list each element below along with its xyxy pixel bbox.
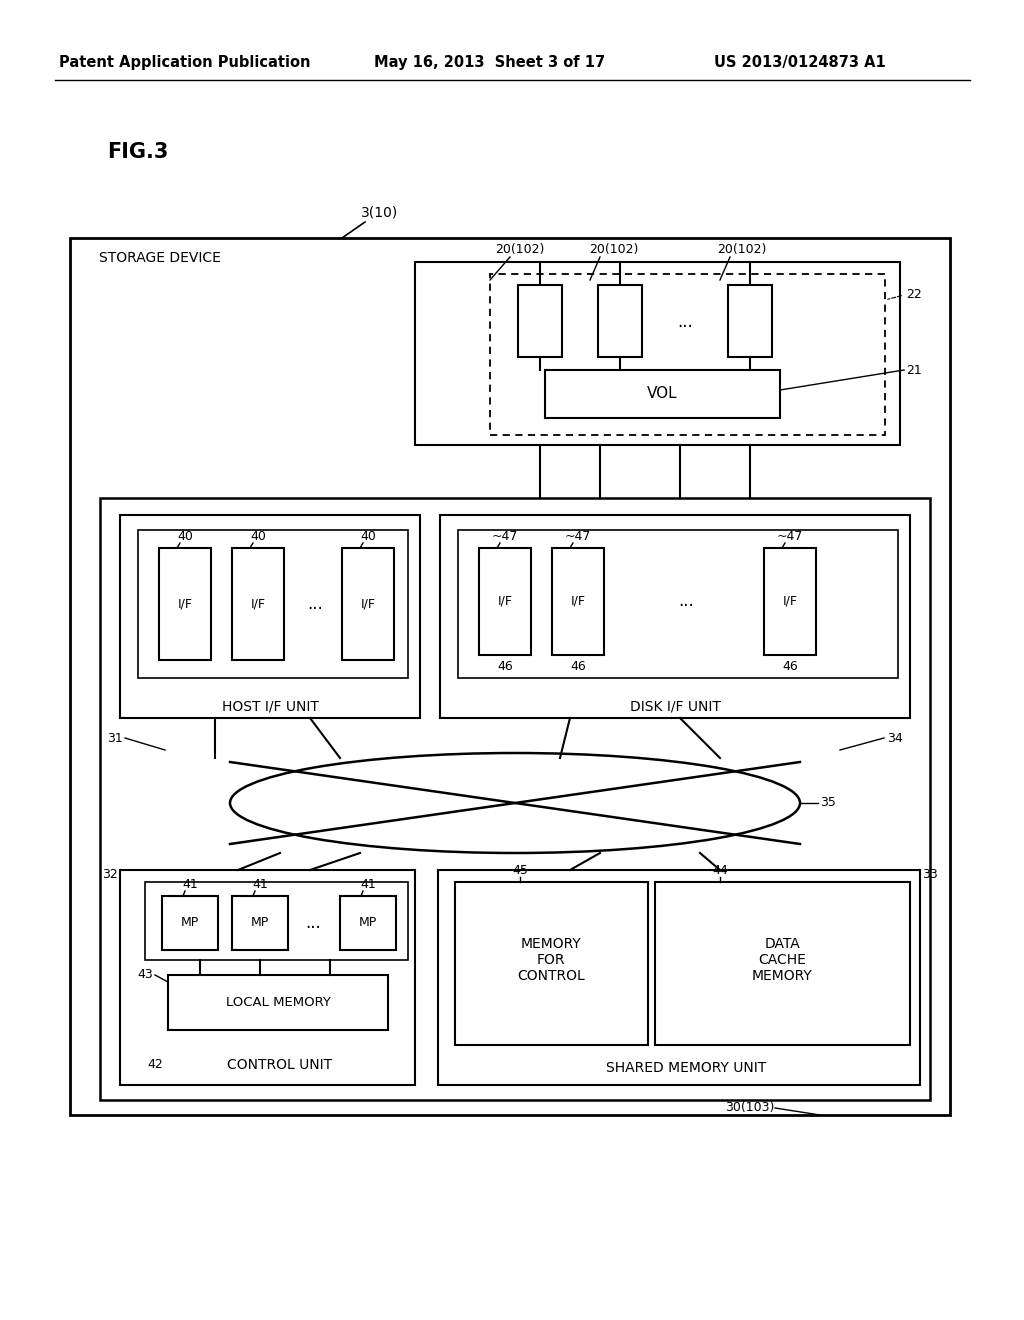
Text: I/F: I/F (251, 598, 265, 610)
Bar (415, 261, 900, 445)
Text: 30(103): 30(103) (725, 1101, 775, 1114)
Text: MEMORY
FOR
CONTROL: MEMORY FOR CONTROL (517, 937, 585, 983)
Text: HOST I/F UNIT: HOST I/F UNIT (221, 700, 318, 713)
Bar (162, 896, 218, 950)
Bar (440, 515, 910, 718)
Text: 45: 45 (512, 863, 528, 876)
Bar (138, 531, 408, 678)
Text: MP: MP (251, 916, 269, 929)
Text: 21: 21 (906, 363, 922, 376)
Bar (655, 882, 910, 1045)
Text: 44: 44 (712, 863, 728, 876)
Text: 40: 40 (250, 531, 266, 544)
Text: 20(102): 20(102) (718, 243, 767, 256)
Text: May 16, 2013  Sheet 3 of 17: May 16, 2013 Sheet 3 of 17 (375, 54, 605, 70)
Text: 41: 41 (182, 879, 198, 891)
Text: MP: MP (358, 916, 377, 929)
Text: 46: 46 (570, 660, 586, 672)
Text: I/F: I/F (570, 594, 586, 607)
Text: ...: ... (307, 595, 323, 612)
Text: ...: ... (677, 313, 693, 331)
Text: CONTROL UNIT: CONTROL UNIT (227, 1059, 333, 1072)
Bar (764, 548, 816, 655)
Text: 41: 41 (360, 879, 376, 891)
Bar (340, 896, 396, 950)
Bar (438, 870, 920, 1085)
Bar (145, 882, 408, 960)
Text: DISK I/F UNIT: DISK I/F UNIT (630, 700, 721, 713)
Text: ...: ... (305, 913, 321, 932)
Text: 43: 43 (137, 969, 153, 982)
Text: 20(102): 20(102) (496, 243, 545, 256)
Text: MP: MP (181, 916, 199, 929)
Bar (552, 548, 604, 655)
Text: I/F: I/F (498, 594, 512, 607)
Text: STORAGE DEVICE: STORAGE DEVICE (99, 251, 221, 265)
Text: FIG.3: FIG.3 (108, 143, 169, 162)
Text: 31: 31 (108, 731, 123, 744)
Bar (342, 548, 394, 660)
Text: I/F: I/F (360, 598, 376, 610)
Text: 40: 40 (177, 531, 193, 544)
Bar (168, 975, 388, 1030)
Text: 46: 46 (497, 660, 513, 672)
Text: 32: 32 (102, 869, 118, 882)
Bar (490, 275, 885, 436)
Bar (159, 548, 211, 660)
Bar (598, 285, 642, 356)
Bar (458, 531, 898, 678)
Bar (728, 285, 772, 356)
Text: 46: 46 (782, 660, 798, 672)
Text: I/F: I/F (782, 594, 798, 607)
Ellipse shape (230, 752, 800, 853)
Bar (100, 498, 930, 1100)
Bar (518, 285, 562, 356)
Bar (120, 515, 420, 718)
Text: 41: 41 (252, 879, 268, 891)
Text: US 2013/0124873 A1: US 2013/0124873 A1 (714, 54, 886, 70)
Text: Patent Application Publication: Patent Application Publication (59, 54, 310, 70)
Bar (232, 548, 284, 660)
Text: 3(10): 3(10) (361, 206, 398, 220)
Text: 35: 35 (820, 796, 836, 809)
Text: ...: ... (678, 591, 694, 610)
Text: 22: 22 (906, 289, 922, 301)
Bar (120, 870, 415, 1085)
Text: ~47: ~47 (492, 531, 518, 544)
Bar (479, 548, 531, 655)
Bar (232, 896, 288, 950)
Text: 42: 42 (147, 1059, 163, 1072)
Text: 33: 33 (922, 869, 938, 882)
Text: SHARED MEMORY UNIT: SHARED MEMORY UNIT (606, 1061, 766, 1074)
Bar (545, 370, 780, 418)
Text: VOL: VOL (647, 387, 677, 401)
Text: LOCAL MEMORY: LOCAL MEMORY (225, 995, 331, 1008)
Text: I/F: I/F (177, 598, 193, 610)
Bar (70, 238, 950, 1115)
Text: ~47: ~47 (777, 531, 803, 544)
Text: DATA
CACHE
MEMORY: DATA CACHE MEMORY (752, 937, 812, 983)
Text: 20(102): 20(102) (590, 243, 639, 256)
Bar (455, 882, 648, 1045)
Text: 34: 34 (887, 731, 903, 744)
Text: ~47: ~47 (565, 531, 591, 544)
Text: 40: 40 (360, 531, 376, 544)
